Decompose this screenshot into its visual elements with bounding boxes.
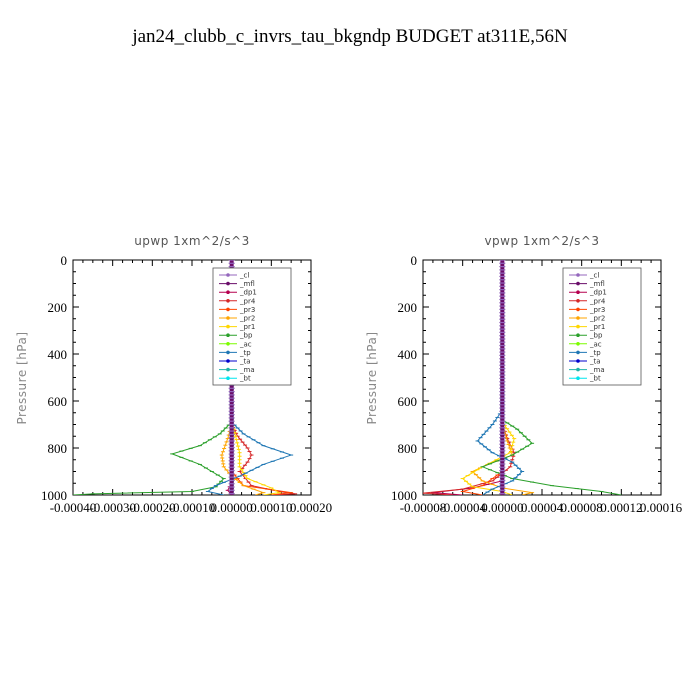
vpwp-legend-marker-pr4 xyxy=(576,299,580,303)
vpwp-legend-label-pr3: _pr3 xyxy=(589,306,605,314)
vpwp-legend-marker-bp xyxy=(576,333,580,338)
upwp-y-tick-label: 200 xyxy=(48,300,68,315)
vpwp-legend-marker-ma xyxy=(576,367,580,372)
upwp-legend-label-ta: _ta xyxy=(239,358,251,366)
vpwp-panel: vpwp 1xm^2/s^3 Pressure [hPa] -0.00008-0… xyxy=(365,234,683,515)
vpwp-legend-label-cl: _cl xyxy=(589,272,599,280)
upwp-legend-label-ac: _ac xyxy=(239,340,252,348)
vpwp-legend-marker-ac xyxy=(576,342,580,346)
vpwp-y-tick-label: 600 xyxy=(398,394,418,409)
upwp-legend-label-mfl: _mfl xyxy=(239,280,255,288)
upwp-x-tick-label: 0.00010 xyxy=(250,500,292,515)
upwp-legend-marker-pr4 xyxy=(226,299,230,303)
upwp-legend-marker-pr1 xyxy=(226,324,230,329)
upwp-legend-label-bp: _bp xyxy=(239,332,253,340)
upwp-legend-marker-pr3 xyxy=(226,307,230,312)
upwp-y-tick-label: 400 xyxy=(48,347,68,362)
vpwp-legend-label-bt: _bt xyxy=(589,375,601,383)
upwp-y-tick-label: 0 xyxy=(61,253,68,268)
vpwp-legend-label-pr4: _pr4 xyxy=(589,297,606,305)
upwp-legend-marker-ta xyxy=(226,359,230,363)
vpwp-legend-marker-ta xyxy=(576,359,580,363)
upwp-x-tick-label: 0.00020 xyxy=(290,500,332,515)
vpwp-legend-marker-mfl xyxy=(576,281,580,286)
vpwp-legend-label-ma: _ma xyxy=(589,366,605,374)
vpwp-x-tick-label: 0.00012 xyxy=(600,500,642,515)
vpwp-legend-marker-bt xyxy=(576,376,580,381)
upwp-legend-marker-cl xyxy=(226,273,230,277)
upwp-y-tick-label: 800 xyxy=(48,441,68,456)
upwp-legend-marker-ma xyxy=(226,367,230,372)
upwp-y-tick-label: 600 xyxy=(48,394,68,409)
upwp-panel-title: upwp 1xm^2/s^3 xyxy=(134,234,250,248)
upwp-x-tick-label: -0.00030 xyxy=(89,500,136,515)
vpwp-legend-label-ac: _ac xyxy=(589,340,602,348)
vpwp-legend-label-dp1: _dp1 xyxy=(589,289,607,297)
upwp-panel: upwp 1xm^2/s^3 Pressure [hPa] -0.00040-0… xyxy=(15,234,332,515)
vpwp-y-tick-label: 0 xyxy=(411,253,418,268)
upwp-legend-label-pr1: _pr1 xyxy=(239,323,255,331)
upwp-legend-label-ma: _ma xyxy=(239,366,255,374)
upwp-legend: _cl_mfl_dp1_pr4_pr3_pr2_pr1_bp_ac_tp_ta_… xyxy=(212,267,292,386)
vpwp-legend-marker-pr2 xyxy=(576,316,580,320)
vpwp-y-tick-label: 800 xyxy=(398,441,418,456)
vpwp-y-axis-label: Pressure [hPa] xyxy=(365,331,379,424)
upwp-legend-marker-dp1 xyxy=(226,290,230,295)
upwp-series-line-bp xyxy=(73,260,233,495)
vpwp-y-tick-label: 400 xyxy=(398,347,418,362)
vpwp-x-tick-label: 0.00000 xyxy=(481,500,523,515)
vpwp-x-tick-label: 0.00016 xyxy=(640,500,683,515)
vpwp-legend-marker-cl xyxy=(576,273,580,277)
figure-title: jan24_clubb_c_invrs_tau_bkgndp BUDGET at… xyxy=(131,26,568,47)
upwp-y-tick-label: 1000 xyxy=(41,488,67,503)
vpwp-series-group xyxy=(423,260,622,495)
vpwp-x-tick-label: -0.00008 xyxy=(400,500,447,515)
vpwp-legend-marker-dp1 xyxy=(576,290,580,295)
upwp-y-axis-label: Pressure [hPa] xyxy=(15,331,29,424)
vpwp-legend-label-mfl: _mfl xyxy=(589,280,605,288)
vpwp-legend-label-tp: _tp xyxy=(589,349,601,357)
upwp-x-tick-label: 0.00000 xyxy=(211,500,253,515)
vpwp-series-line-dp1 xyxy=(432,260,503,495)
upwp-legend-marker-tp xyxy=(226,350,230,355)
upwp-legend-label-pr3: _pr3 xyxy=(239,306,255,314)
upwp-legend-marker-bt xyxy=(226,376,230,381)
vpwp-legend-label-pr1: _pr1 xyxy=(589,323,605,331)
upwp-legend-label-dp1: _dp1 xyxy=(239,289,257,297)
upwp-x-tick-label: -0.00020 xyxy=(129,500,176,515)
upwp-x-tick-label: -0.00040 xyxy=(50,500,97,515)
upwp-x-tick-label: -0.00010 xyxy=(169,500,216,515)
vpwp-y-tick-label: 1000 xyxy=(391,488,417,503)
upwp-legend-label-bt: _bt xyxy=(239,375,251,383)
vpwp-legend: _cl_mfl_dp1_pr4_pr3_pr2_pr1_bp_ac_tp_ta_… xyxy=(562,267,642,386)
vpwp-x-tick-label: 0.00004 xyxy=(521,500,564,515)
upwp-legend-marker-bp xyxy=(226,333,230,338)
vpwp-legend-label-pr2: _pr2 xyxy=(589,315,605,323)
upwp-legend-label-tp: _tp xyxy=(239,349,251,357)
upwp-legend-label-cl: _cl xyxy=(239,272,249,280)
vpwp-panel-title: vpwp 1xm^2/s^3 xyxy=(484,234,599,248)
vpwp-legend-marker-pr3 xyxy=(576,307,580,312)
upwp-legend-marker-mfl xyxy=(226,281,230,286)
upwp-legend-label-pr2: _pr2 xyxy=(239,315,255,323)
upwp-legend-label-pr4: _pr4 xyxy=(239,297,256,305)
vpwp-legend-marker-tp xyxy=(576,350,580,355)
vpwp-y-tick-label: 200 xyxy=(398,300,418,315)
upwp-legend-marker-pr2 xyxy=(226,316,230,320)
vpwp-x-tick-label: 0.00008 xyxy=(561,500,603,515)
vpwp-legend-marker-pr1 xyxy=(576,324,580,329)
upwp-legend-marker-ac xyxy=(226,342,230,346)
vpwp-legend-label-bp: _bp xyxy=(589,332,603,340)
vpwp-legend-label-ta: _ta xyxy=(589,358,601,366)
vpwp-x-tick-label: -0.00004 xyxy=(439,500,486,515)
